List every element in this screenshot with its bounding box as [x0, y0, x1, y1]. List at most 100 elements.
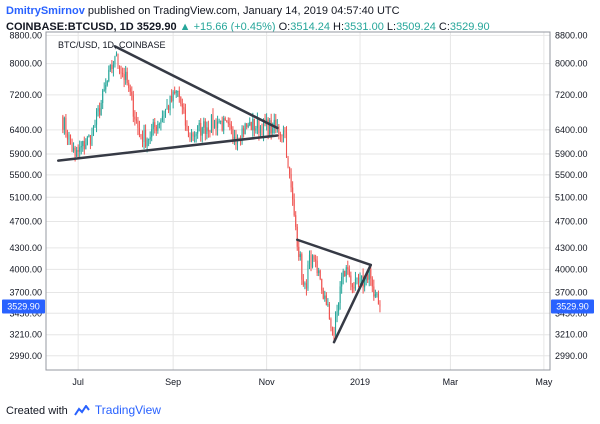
candle-body: [68, 134, 70, 140]
candle-body: [135, 119, 137, 121]
candle-body: [330, 318, 332, 329]
candle-body: [312, 255, 314, 267]
candle-body: [227, 121, 229, 124]
candle-body: [197, 125, 199, 134]
candle-body: [184, 109, 186, 126]
candle-body: [240, 140, 242, 142]
chart-area[interactable]: 2990.003210.003450.003700.004000.004300.…: [0, 30, 600, 396]
candle-body: [318, 270, 320, 274]
candle-body: [178, 90, 180, 98]
candle-body: [338, 303, 340, 312]
candle-body: [295, 215, 297, 227]
candle-body: [172, 91, 174, 102]
candle-body: [223, 118, 225, 131]
candle-body: [262, 119, 265, 136]
candle-body: [134, 116, 136, 120]
candle-body: [131, 91, 133, 96]
candle-body: [233, 136, 235, 140]
candle-body: [138, 127, 140, 135]
candle-body: [192, 133, 194, 137]
author-link[interactable]: DmitrySmirnov: [6, 5, 85, 17]
candle-body: [83, 140, 85, 150]
candle-body: [284, 130, 286, 133]
candle-body: [145, 130, 147, 147]
candle-body: [152, 122, 154, 130]
candle-body: [195, 133, 197, 136]
candle-body: [354, 278, 356, 289]
candle-body: [207, 127, 209, 132]
trendline[interactable]: [57, 134, 279, 162]
candle-body: [351, 284, 353, 288]
candle-body: [103, 89, 105, 91]
trendline[interactable]: [332, 263, 373, 344]
candle-body: [151, 129, 153, 138]
candle-body: [63, 117, 65, 130]
price-chart[interactable]: 2990.003210.003450.003700.004000.004300.…: [0, 30, 600, 396]
x-tick-label: 2019: [350, 377, 370, 387]
candle-body: [364, 280, 366, 288]
candle-body: [307, 264, 309, 289]
price-badges: 3529.90 3529.90: [2, 299, 594, 314]
y-tick-label: 2990.00: [555, 351, 588, 361]
candle-body: [204, 121, 206, 134]
y-tick-label: 8000.00: [9, 59, 42, 69]
chart-legend: BTC/USD, 1D, COINBASE: [58, 40, 166, 50]
candle-body: [249, 122, 251, 126]
candle-body: [290, 174, 292, 188]
y-tick-label: 4300.00: [555, 243, 588, 253]
publish-info: DmitrySmirnov published on TradingView.c…: [6, 4, 596, 18]
candle-body: [371, 278, 373, 287]
candle-body: [258, 119, 260, 134]
candle-body: [62, 116, 64, 130]
candle-body: [253, 118, 255, 131]
candle-body: [217, 122, 219, 129]
candle-body: [339, 286, 341, 304]
candle-body: [118, 65, 121, 73]
ohlc-row: COINBASE:BTCUSD, 1D 3529.90 ▲ +15.66 (+0…: [6, 20, 596, 34]
candle-body: [356, 277, 358, 279]
y-tick-label: 7200.00: [555, 90, 588, 100]
candle-body: [97, 108, 99, 112]
trendlines[interactable]: [57, 45, 373, 344]
candle-body: [347, 267, 349, 270]
y-tick-label: 3700.00: [555, 288, 588, 298]
candle-body: [164, 109, 167, 116]
candle-body: [367, 274, 369, 280]
candle-body: [341, 276, 343, 287]
candle-body: [261, 126, 263, 136]
price-change: +15.66 (+0.45%): [193, 21, 276, 33]
tradingview-brand[interactable]: TradingView: [94, 403, 161, 417]
candle-body: [247, 125, 249, 127]
candle-body: [73, 147, 75, 151]
candle-body: [154, 122, 156, 127]
candle-body: [65, 117, 67, 134]
candle-body: [166, 105, 168, 110]
candle-body: [244, 123, 246, 134]
candle-body: [201, 127, 203, 136]
candle-body: [215, 120, 217, 129]
candle-body: [82, 140, 84, 147]
trendline[interactable]: [113, 45, 279, 130]
candle-body: [333, 331, 335, 336]
candle-body: [287, 157, 289, 167]
candle-body: [272, 127, 274, 134]
x-tick-label: Sep: [165, 377, 181, 387]
candle-body: [255, 128, 257, 131]
candle-body: [327, 304, 329, 306]
candle-body: [348, 269, 350, 276]
candle-body: [232, 129, 234, 140]
candle-body: [194, 135, 196, 137]
time-axis: Jul Sep Nov 2019 Mar May: [72, 377, 552, 387]
candle-body: [174, 91, 176, 94]
trendline[interactable]: [295, 238, 373, 267]
candle-body: [361, 275, 363, 278]
candle-body: [321, 279, 323, 291]
candle-body: [120, 72, 122, 74]
candle-body: [324, 295, 326, 299]
candle-body: [74, 147, 76, 157]
candle-body: [359, 277, 361, 283]
candle-body: [203, 121, 205, 128]
candle-body: [171, 95, 173, 102]
x-tick-label: Mar: [443, 377, 459, 387]
candle-body: [210, 115, 212, 133]
